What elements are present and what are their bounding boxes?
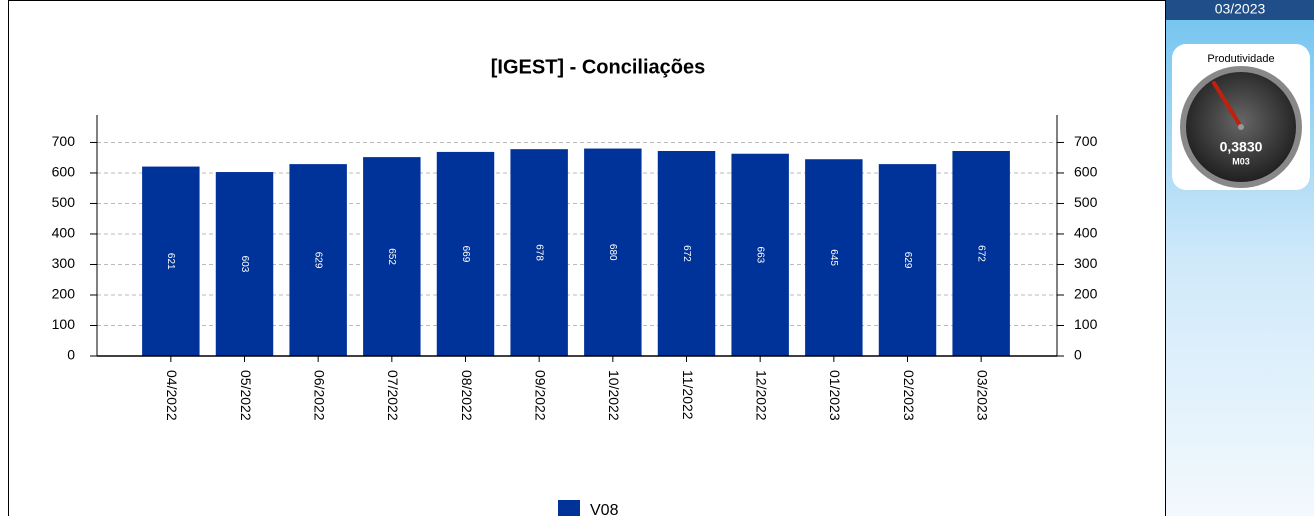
data-label: 603 xyxy=(239,256,250,273)
data-label: 672 xyxy=(976,245,987,262)
data-label: 629 xyxy=(902,252,913,269)
gauge-value: 0,3830 xyxy=(1220,139,1263,155)
y-tick-label: 200 xyxy=(52,286,76,302)
legend-label: V08 xyxy=(590,502,619,516)
x-tick-label: 06/2022 xyxy=(311,370,327,421)
y2-tick-label: 300 xyxy=(1074,255,1098,271)
x-tick-label: 10/2022 xyxy=(606,370,622,421)
y2-tick-label: 600 xyxy=(1074,164,1098,180)
y-tick-label: 600 xyxy=(52,164,76,180)
gauge-hub xyxy=(1238,124,1244,130)
y2-tick-label: 0 xyxy=(1074,347,1082,363)
data-label: 669 xyxy=(460,246,471,263)
y-tick-label: 300 xyxy=(52,255,76,271)
y-tick-label: 500 xyxy=(52,194,76,210)
data-label: 629 xyxy=(313,252,324,269)
y-tick-label: 100 xyxy=(52,316,76,332)
x-tick-label: 05/2022 xyxy=(238,370,254,421)
period: 03/2023 xyxy=(1215,1,1266,17)
x-tick-label: 03/2023 xyxy=(974,370,990,421)
chart-title: [IGEST] - Conciliações xyxy=(491,56,705,78)
gauge-code: M03 xyxy=(1232,156,1250,166)
y-tick-label: 0 xyxy=(67,347,75,363)
x-tick-label: 11/2022 xyxy=(680,370,696,420)
y2-tick-label: 700 xyxy=(1074,133,1098,149)
data-label: 652 xyxy=(386,248,397,265)
data-label: 672 xyxy=(681,245,692,262)
y2-tick-label: 100 xyxy=(1074,316,1098,332)
data-label: 678 xyxy=(534,244,545,261)
page: [IGEST] - Conciliações 0 100 200 300 400 500 6… xyxy=(0,0,1314,516)
x-tick-label: 09/2022 xyxy=(532,370,548,421)
legend-swatch xyxy=(558,500,580,516)
side-panel: 03/2023 Produtividade 0,3830 M03 xyxy=(1166,0,1314,516)
gauge-title: Produtividade xyxy=(1207,53,1274,65)
data-label: 663 xyxy=(755,247,766,264)
data-label: 645 xyxy=(828,249,839,266)
y2-tick-label: 500 xyxy=(1074,194,1098,210)
x-tick-label: 04/2022 xyxy=(164,370,180,421)
x-tick-label: 01/2023 xyxy=(827,370,843,421)
y2-tick-label: 400 xyxy=(1074,225,1098,241)
y2-tick-label: 200 xyxy=(1074,286,1098,302)
x-tick-label: 07/2022 xyxy=(385,370,401,421)
x-tick-label: 02/2023 xyxy=(901,370,917,421)
data-label: 621 xyxy=(165,253,176,270)
y-tick-label: 400 xyxy=(52,225,76,241)
x-tick-label: 12/2022 xyxy=(753,370,769,421)
data-label: 680 xyxy=(607,244,618,261)
y-tick-label: 700 xyxy=(52,133,76,149)
x-tick-label: 08/2022 xyxy=(459,370,475,421)
